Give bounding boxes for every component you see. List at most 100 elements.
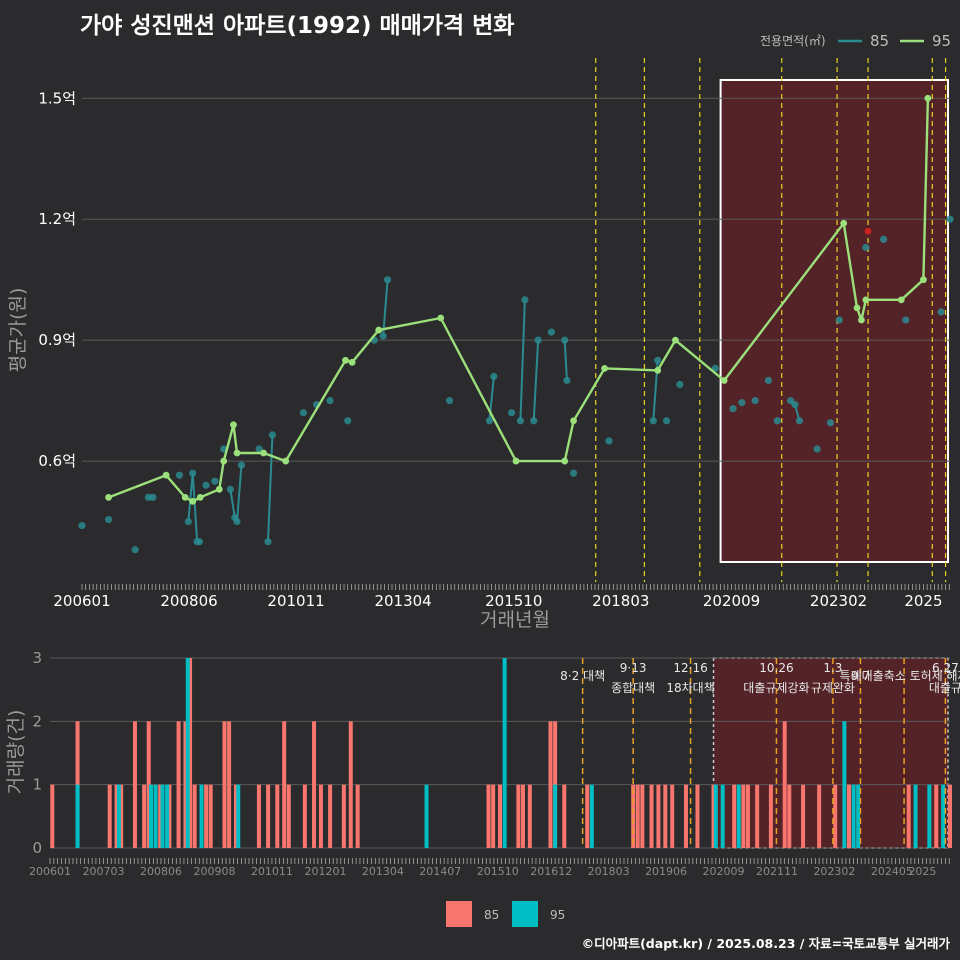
series-85-point [485, 417, 494, 425]
policy-name-label: 9·7 [851, 669, 870, 683]
volume-bar-95 [927, 784, 932, 848]
series-95-point [348, 358, 356, 366]
volume-y-tick-label: 3 [32, 649, 42, 667]
volume-bar-95 [856, 784, 861, 848]
volume-x-tick-label: 202302 [813, 865, 855, 878]
series-95-point [897, 296, 905, 304]
series-95-point [858, 316, 865, 324]
price-x-tick-label: 201803 [592, 592, 649, 610]
series-85-segment [563, 340, 568, 381]
legend-label-85: 85 [870, 32, 889, 50]
volume-bar-85 [631, 784, 636, 848]
series-85-point [189, 469, 197, 477]
volume-bar-85 [562, 784, 567, 848]
series-95-point [720, 377, 728, 384]
series-85-point [326, 397, 334, 405]
volume-y-tick-label: 0 [32, 839, 42, 857]
series-95-point [375, 326, 383, 334]
series-85-segment [382, 279, 389, 337]
volume-bar-95 [424, 784, 429, 848]
series-85-point [211, 477, 219, 485]
series-85-point [937, 308, 945, 316]
series-95-point [512, 457, 520, 465]
volume-bar-85 [312, 721, 317, 848]
series-85-point [521, 296, 529, 304]
volume-bar-95 [502, 658, 507, 848]
series-85-point [78, 521, 86, 530]
volume-axis: 0 1 2 3 200601 200703 200806 200908 201011 201201… [29, 649, 950, 878]
price-legend: 전용면적(㎡) 85 95 [760, 32, 951, 50]
price-y-tick-label: 0.6억 [38, 452, 76, 470]
volume-bar-85 [119, 784, 124, 848]
volume-bar-85 [348, 721, 353, 848]
price-x-tick-label: 201304 [374, 592, 431, 610]
series-95-point [862, 296, 870, 304]
volume-y-tick-label: 2 [32, 712, 42, 730]
volume-bar-85 [208, 784, 213, 848]
volume-bar-85 [233, 784, 238, 848]
volume-bar-85 [355, 784, 360, 848]
volume-bar-85 [132, 721, 137, 848]
volume-bar-85 [75, 721, 80, 848]
policy-name-label: 18차대책 [666, 680, 714, 695]
policy-date-label: 1.3 [823, 661, 842, 675]
volume-bar-85 [663, 784, 668, 848]
volume-bar-85 [302, 784, 307, 848]
volume-bar-85 [204, 784, 209, 848]
volume-bar-95 [116, 784, 121, 848]
volume-x-tick-label: 2025 [908, 865, 936, 878]
volume-bar-85 [158, 784, 163, 848]
series-85-point [490, 372, 498, 381]
volume-bar-85 [649, 784, 654, 848]
series-85-point [563, 376, 571, 385]
policy-date-label: 10.26 [759, 661, 793, 675]
series-95-point [105, 493, 112, 501]
volume-x-tick-label: 202009 [702, 865, 744, 878]
series-95-point [561, 457, 569, 465]
volume-bar-85 [227, 721, 232, 848]
price-series-85 [78, 215, 954, 554]
policy-date-label: 12·16 [673, 661, 707, 675]
series-85-segment [519, 299, 526, 421]
series-85-point [795, 417, 804, 425]
volume-bar-85 [222, 721, 227, 848]
series-85-point [383, 276, 392, 284]
volume-bar-85 [846, 784, 851, 848]
policy-name-label: 특례대출축소 토허제 해제 [840, 669, 960, 683]
series-95-point [570, 417, 577, 425]
volume-bar-85 [817, 784, 822, 848]
volume-bar-85 [768, 784, 773, 848]
series-85-point [813, 445, 821, 453]
source-credit: ©디아파트(dapt.kr) / 2025.08.23 / 자료=국토교통부 실… [581, 936, 950, 951]
volume-bar-85 [318, 784, 323, 848]
series-85-segment [191, 473, 199, 542]
volume-bar-85 [520, 784, 525, 848]
volume-bar-85 [635, 784, 640, 848]
volume-bar-85 [527, 784, 532, 848]
series-85-point [175, 471, 184, 479]
series-85-segment [236, 465, 243, 522]
volume-bar-85 [341, 784, 346, 848]
volume-bar-95 [842, 721, 847, 848]
policy-date-label: 6.27 [932, 661, 959, 675]
series-85-point [534, 336, 542, 344]
series-85-point [255, 445, 263, 453]
volume-bar-95 [165, 784, 170, 848]
volume-bar-85 [934, 784, 939, 848]
volume-x-tick-label: 200601 [29, 865, 71, 878]
series-85-point [202, 481, 210, 489]
series-85-segment [267, 434, 274, 542]
series-85-point [649, 417, 657, 425]
volume-bar-95 [75, 784, 80, 848]
volume-bar-85 [833, 784, 838, 848]
series-85-point [835, 316, 843, 324]
volume-bar-85 [683, 784, 688, 848]
series-95-point [233, 449, 241, 457]
volume-bar-85 [286, 784, 291, 848]
price-x-tick-label: 202009 [703, 592, 760, 610]
series-85-point [379, 332, 387, 340]
volume-bar-95 [236, 784, 241, 848]
series-85-point [507, 409, 516, 417]
volume-bar-95 [720, 784, 725, 848]
series-85-point [676, 380, 684, 389]
